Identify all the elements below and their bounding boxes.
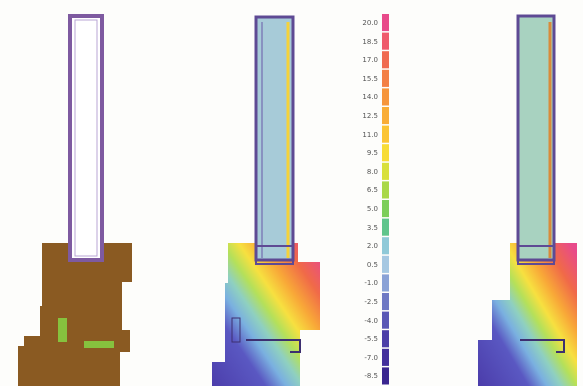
scale-swatch xyxy=(382,330,389,348)
scale-swatch xyxy=(382,348,389,366)
scale-swatch xyxy=(382,88,389,106)
scale-swatch xyxy=(382,125,389,143)
panel-thermal-b xyxy=(478,14,577,386)
brick-wall-mass xyxy=(18,243,132,386)
sill-outline-a xyxy=(255,245,294,265)
scale-label: 3.5 xyxy=(366,223,378,232)
color-scale xyxy=(382,14,389,385)
material-boundary-a xyxy=(246,339,301,353)
scale-label: -5.5 xyxy=(364,335,378,344)
scale-swatch xyxy=(382,255,389,273)
scale-label: 18.5 xyxy=(362,37,378,46)
scale-swatch xyxy=(382,32,389,50)
scale-label: 15.5 xyxy=(362,74,378,83)
scale-swatch xyxy=(382,14,389,32)
scale-label: 6.5 xyxy=(366,186,378,195)
frame-inner-edge xyxy=(74,19,98,257)
scale-swatch xyxy=(382,107,389,125)
scale-label: -2.5 xyxy=(364,298,378,306)
insulation-block-vertical xyxy=(58,318,67,342)
scale-label: 5.0 xyxy=(366,205,378,213)
scale-label: 11.0 xyxy=(362,130,378,139)
window-pane-b xyxy=(516,14,556,262)
scale-swatch xyxy=(382,69,389,87)
panel-materials xyxy=(18,14,132,386)
scale-label: 20.0 xyxy=(362,19,378,27)
scale-label: 2.0 xyxy=(366,242,378,251)
material-boundary-b xyxy=(520,339,565,353)
scale-swatch xyxy=(382,218,389,236)
scale-label: -4.0 xyxy=(364,316,378,325)
scale-swatch xyxy=(382,367,389,385)
scale-swatch xyxy=(382,311,389,329)
scale-swatch xyxy=(382,162,389,180)
scale-label: -8.5 xyxy=(364,372,378,381)
scale-label: 9.5 xyxy=(366,149,378,158)
insert-outline-a xyxy=(231,317,241,343)
scale-label: 14.0 xyxy=(362,93,378,102)
insulation-block-horizontal xyxy=(84,341,114,348)
scale-label: -1.0 xyxy=(364,279,378,288)
scale-label: 8.0 xyxy=(366,167,378,176)
scale-label: -7.0 xyxy=(364,353,378,362)
scale-swatch xyxy=(382,293,389,311)
scale-swatch xyxy=(382,274,389,292)
scale-swatch xyxy=(382,51,389,69)
scale-label: 17.0 xyxy=(362,56,378,65)
scale-label: 0.5 xyxy=(366,260,378,269)
sill-outline-b xyxy=(517,245,555,265)
scale-label: 12.5 xyxy=(362,112,378,120)
panel-thermal-a xyxy=(212,15,320,386)
scale-swatch xyxy=(382,144,389,162)
scale-swatch xyxy=(382,200,389,218)
scale-swatch xyxy=(382,237,389,255)
scale-swatch xyxy=(382,181,389,199)
